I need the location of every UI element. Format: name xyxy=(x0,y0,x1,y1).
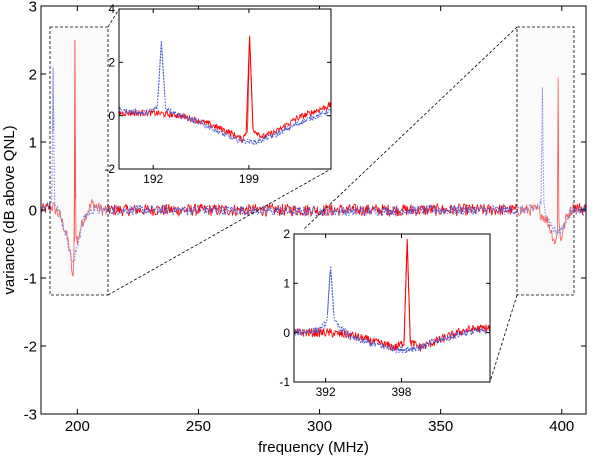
x-tick-label: 398 xyxy=(391,385,411,399)
connector-line xyxy=(489,294,518,383)
zoom-region-1 xyxy=(49,26,109,296)
y-axis-label: variance (dB above QNL) xyxy=(1,125,18,294)
y-tick-label: 1 xyxy=(283,277,290,291)
y-tick-label: -3 xyxy=(24,406,37,423)
series-dotted-4a5bd6 xyxy=(119,43,331,146)
y-tick-label: 1 xyxy=(29,134,37,151)
x-axis-label: frequency (MHz) xyxy=(258,439,369,456)
x-tick-label: 199 xyxy=(239,172,259,186)
y-tick-label: 0 xyxy=(29,202,37,219)
zoom-indicators xyxy=(49,8,575,383)
x-tick-label: 200 xyxy=(65,418,90,435)
y-tick-label: 0 xyxy=(283,326,290,340)
y-tick-label: -2 xyxy=(24,338,37,355)
zoom-region-2 xyxy=(516,26,575,296)
connector-line xyxy=(107,8,120,28)
panel-background xyxy=(119,9,331,169)
x-tick-label: 192 xyxy=(143,172,163,186)
panel-background xyxy=(294,234,490,382)
series-peak xyxy=(52,67,55,132)
x-tick-label: 250 xyxy=(186,418,211,435)
series-peak xyxy=(403,238,411,343)
x-tick-label: 400 xyxy=(549,418,574,435)
y-tick-label: 3 xyxy=(29,0,37,15)
series-dotted-4a5bd6 xyxy=(41,73,586,263)
connector-line xyxy=(107,168,332,296)
plot-frame xyxy=(118,8,332,170)
series-solid-ff0000 xyxy=(119,43,331,143)
series-peak xyxy=(245,35,254,132)
x-tick-label: 392 xyxy=(316,385,336,399)
series-dotted-4a5bd6 xyxy=(294,269,490,354)
y-tick-label: -1 xyxy=(279,375,290,389)
y-tick-label: 2 xyxy=(283,227,290,241)
series-peak xyxy=(73,39,76,242)
series-peak xyxy=(157,40,166,97)
y-tick-label: 2 xyxy=(108,56,115,70)
y-tick-label: -1 xyxy=(24,270,37,287)
x-tick-label: 300 xyxy=(307,418,332,435)
x-tick-label: 350 xyxy=(428,418,453,435)
y-tick-label: 2 xyxy=(29,66,37,83)
y-tick-label: -2 xyxy=(104,162,115,176)
panel-inset-top-left: 192 199 -2 0 2 4 xyxy=(104,2,332,186)
series-peak xyxy=(327,266,335,314)
connector-line xyxy=(303,26,518,230)
plot-frame xyxy=(293,233,491,383)
panel-inset-bottom-right: 392 398 -1 0 1 2 xyxy=(279,227,491,399)
y-tick-label: 4 xyxy=(108,2,115,16)
y-tick-label: 0 xyxy=(108,109,115,123)
